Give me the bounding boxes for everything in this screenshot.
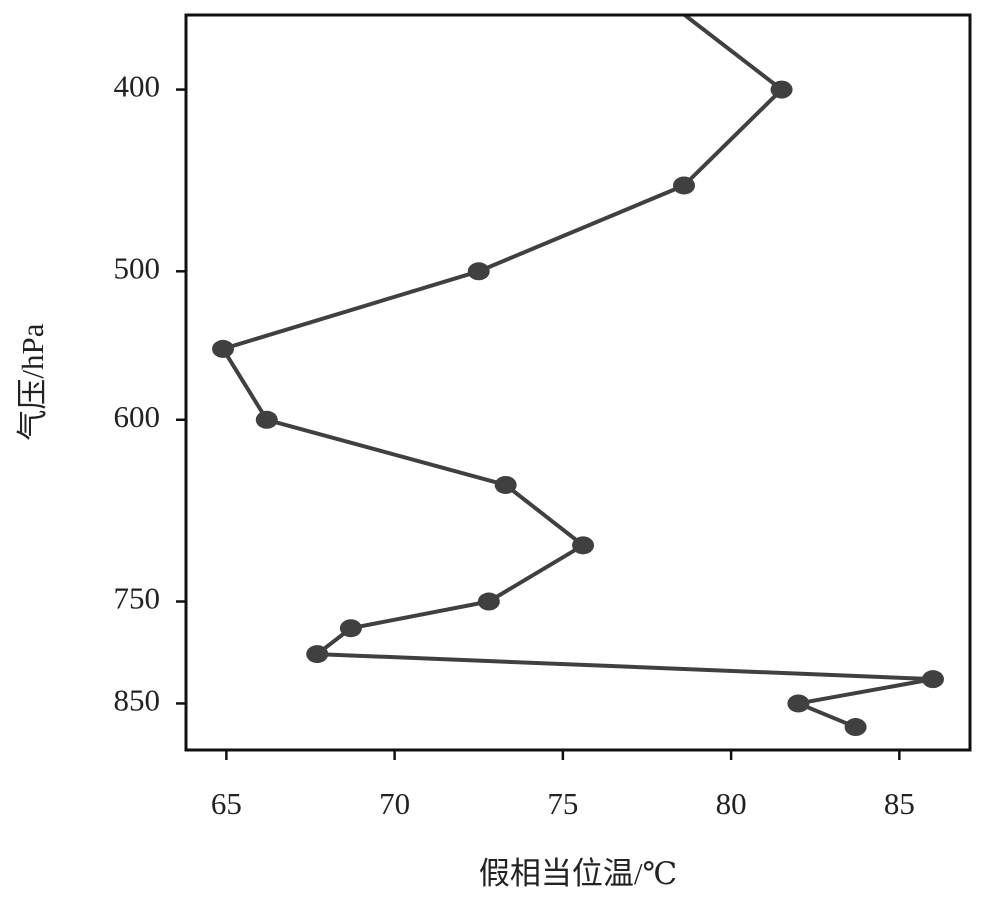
y-tick-label: 500: [114, 250, 161, 285]
y-tick-label: 600: [114, 399, 161, 434]
plot-area: [212, 15, 944, 737]
x-tick-label: 80: [716, 786, 747, 821]
y-axis-label: 气压/hPa: [15, 323, 50, 440]
y-tick-label: 750: [114, 581, 161, 616]
data-point: [787, 694, 810, 713]
data-point: [494, 475, 517, 494]
data-point: [672, 176, 695, 195]
x-tick-label: 70: [379, 786, 410, 821]
data-point: [467, 262, 490, 281]
x-axis-label: 假相当位温/℃: [479, 856, 677, 891]
data-point: [339, 619, 362, 638]
x-tick-label: 75: [547, 786, 578, 821]
plot-frame: [184, 13, 972, 752]
y-tick-label: 850: [114, 683, 161, 718]
data-point: [770, 80, 793, 99]
y-tick-label: 400: [114, 69, 161, 104]
x-tick-label: 85: [884, 786, 915, 821]
data-line: [221, 15, 935, 729]
data-point: [212, 339, 235, 358]
data-point: [306, 645, 329, 664]
data-point: [572, 536, 595, 555]
data-point: [255, 410, 278, 429]
data-point: [844, 718, 867, 737]
x-tick-label: 65: [211, 786, 242, 821]
data-point: [477, 592, 500, 611]
data-point: [921, 670, 944, 689]
